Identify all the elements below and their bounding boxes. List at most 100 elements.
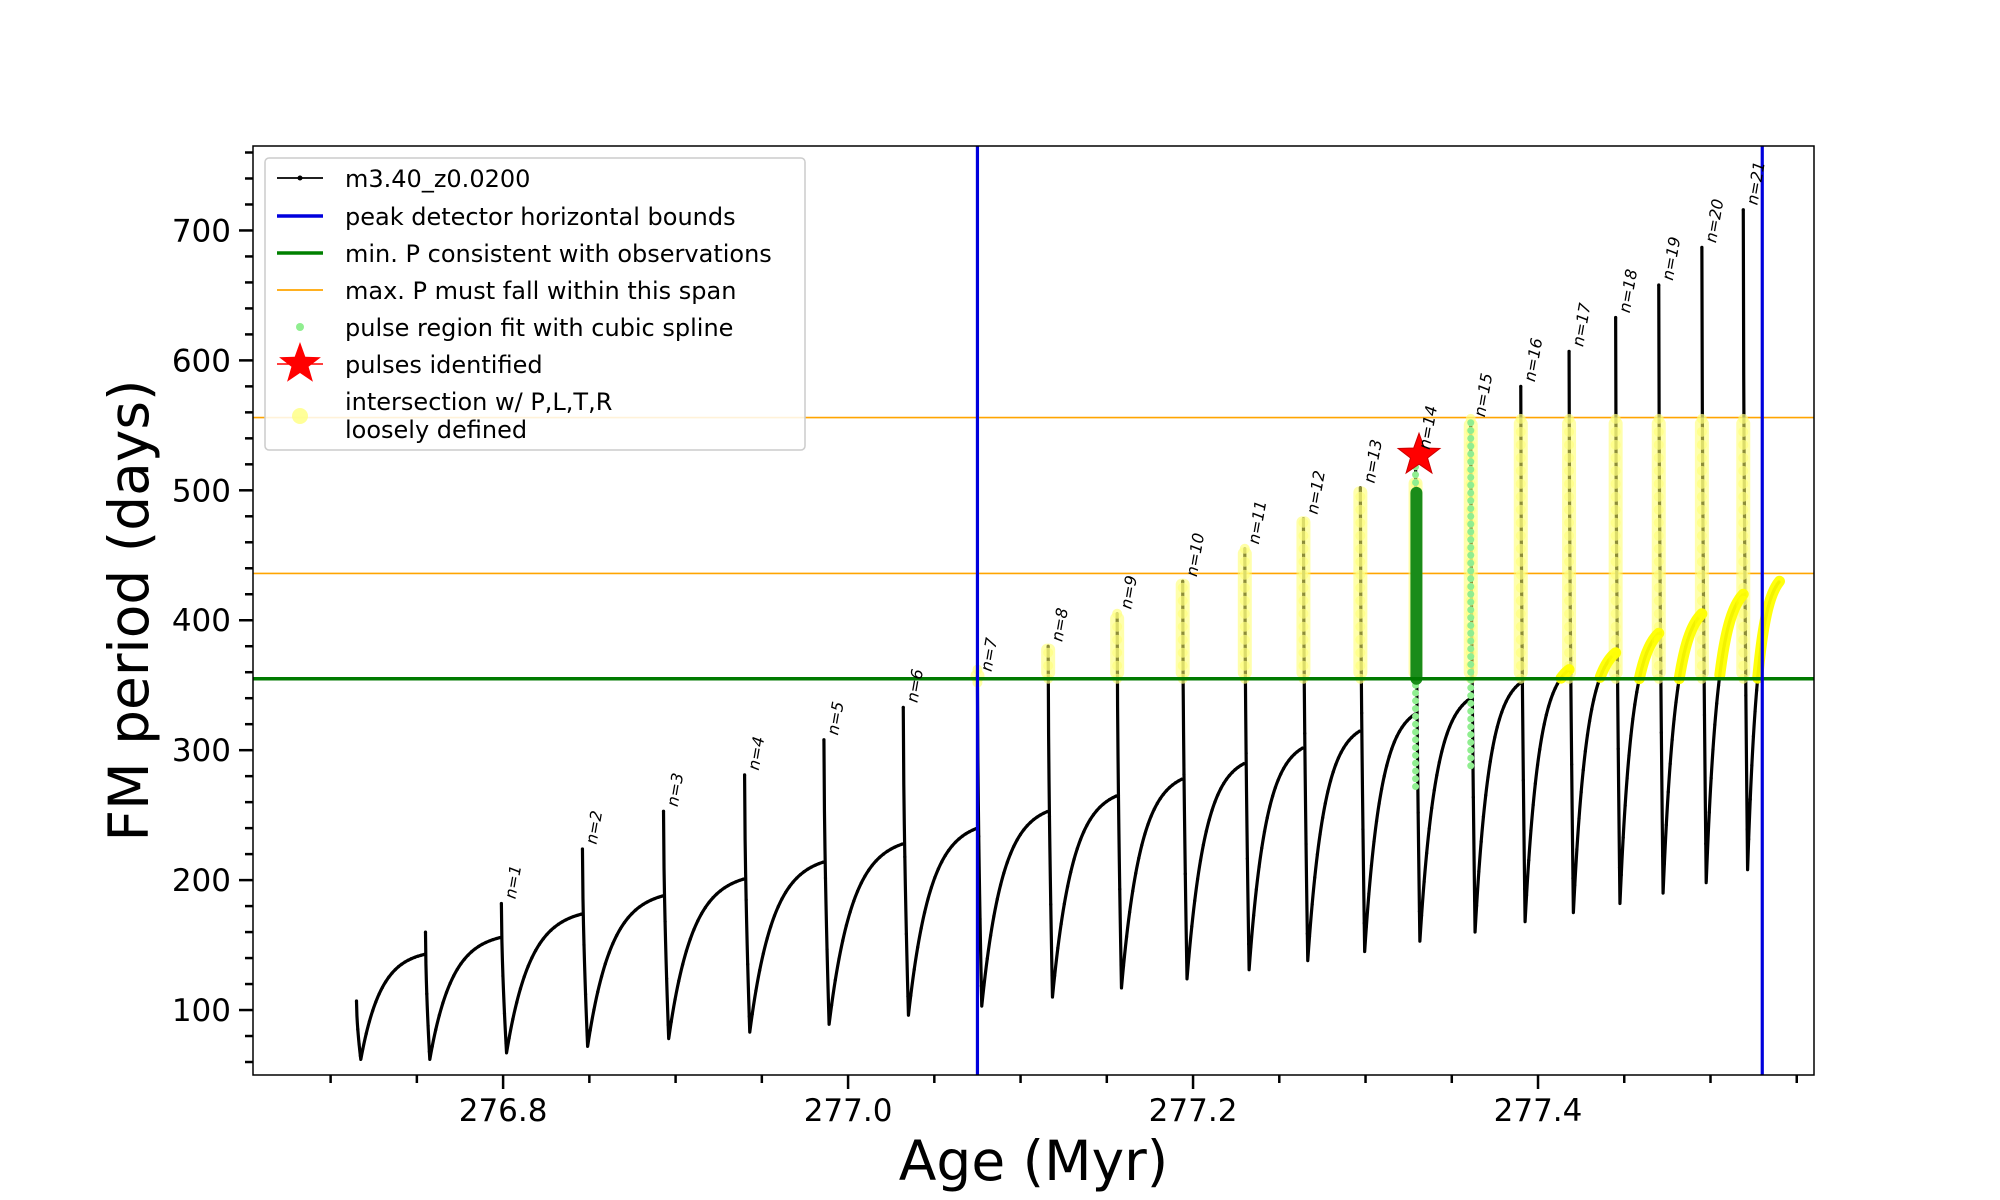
intersection-point <box>1298 582 1309 593</box>
series-cycle-7 <box>822 739 904 1026</box>
data-point <box>1619 873 1623 877</box>
data-point <box>419 953 423 957</box>
data-point <box>960 834 965 838</box>
data-point <box>817 862 821 866</box>
data-point <box>825 947 829 951</box>
data-point <box>518 986 523 991</box>
data-point <box>1260 846 1264 850</box>
data-point <box>588 1028 592 1033</box>
data-point <box>406 958 410 962</box>
pulse-spline-point <box>1412 697 1420 705</box>
intersection-point <box>1564 478 1575 489</box>
data-point <box>390 971 394 975</box>
data-point <box>933 875 937 879</box>
data-point <box>1249 944 1253 948</box>
intersection-point <box>1696 556 1707 567</box>
data-point <box>711 896 715 900</box>
intersection-point <box>1298 556 1309 567</box>
intersection-point <box>1239 595 1250 606</box>
cycle-label-n-14: n=14 <box>1415 404 1441 451</box>
data-point <box>1504 699 1508 703</box>
data-point <box>1516 683 1520 687</box>
data-point <box>718 889 723 893</box>
data-point <box>1344 742 1348 746</box>
data-point <box>1490 746 1495 750</box>
data-point <box>393 968 397 972</box>
data-point <box>699 912 704 916</box>
data-point <box>1422 880 1426 884</box>
pulse-spline-point <box>1467 738 1475 746</box>
cycle-label-n-8: n=8 <box>1047 606 1072 643</box>
intersection-point <box>1298 517 1309 528</box>
intersection-point <box>1738 556 1749 567</box>
data-point <box>1047 814 1052 819</box>
data-point <box>522 975 526 979</box>
data-point <box>1204 829 1208 833</box>
data-point <box>1119 963 1123 967</box>
intersection-point <box>1610 608 1621 619</box>
intersection-point <box>1610 530 1621 541</box>
data-point <box>823 876 828 880</box>
intersection-point <box>1738 634 1749 645</box>
data-point <box>1430 806 1434 810</box>
y-tick-label: 200 <box>172 863 231 899</box>
data-point <box>387 975 391 979</box>
data-point <box>1447 725 1452 729</box>
data-point <box>859 881 863 885</box>
data-point <box>1292 752 1296 756</box>
intersection-point <box>1696 491 1707 502</box>
intersection-point <box>1239 582 1250 593</box>
data-point <box>1134 871 1138 875</box>
intersection-point <box>1610 452 1621 463</box>
data-point <box>1551 691 1555 696</box>
intersection-point <box>1177 608 1188 619</box>
data-point <box>622 921 626 925</box>
intersection-point <box>1653 595 1664 606</box>
series-cycle-12 <box>1181 581 1246 981</box>
data-point <box>1281 767 1286 771</box>
pulse-spline-point <box>1467 505 1475 513</box>
cycle-label-n-18: n=18 <box>1615 268 1641 315</box>
data-point <box>560 920 564 924</box>
data-point <box>1623 804 1627 808</box>
intersection-point <box>1112 634 1123 645</box>
data-point <box>1078 837 1083 842</box>
data-point <box>1193 899 1197 903</box>
data-point <box>837 957 841 961</box>
series-cycle-1 <box>354 952 427 1062</box>
data-point <box>1053 974 1057 978</box>
intersection-point <box>1564 491 1575 502</box>
intersection-point <box>1696 452 1707 463</box>
intersection-point <box>1610 569 1621 580</box>
series-cycle-14 <box>1301 518 1362 963</box>
intersection-point <box>1515 413 1526 424</box>
data-point <box>1471 795 1475 799</box>
intersection-point <box>1738 543 1749 554</box>
data-point <box>1247 942 1251 946</box>
data-point <box>634 908 638 912</box>
data-point <box>1635 690 1639 694</box>
data-point <box>1750 763 1754 767</box>
data-point <box>1495 725 1499 729</box>
intersection-point <box>1696 595 1707 606</box>
pulse-spline-point <box>1412 744 1420 752</box>
data-point <box>1538 747 1542 751</box>
intersection-arc-19 <box>1594 647 1622 683</box>
data-point <box>1704 842 1708 846</box>
pulse-spline-point <box>1412 767 1420 775</box>
data-point <box>1321 816 1325 820</box>
data-point <box>599 975 604 979</box>
intersection-point <box>1610 478 1621 489</box>
intersection-point <box>1043 647 1054 658</box>
intersection-point <box>1239 608 1250 619</box>
intersection-point <box>1696 504 1707 515</box>
intersection-point <box>1298 634 1309 645</box>
intersection-point <box>1738 452 1749 463</box>
data-point <box>645 900 649 904</box>
data-point <box>1173 781 1178 785</box>
data-point <box>943 853 947 858</box>
intersection-point <box>1515 491 1526 502</box>
data-point <box>1062 902 1066 906</box>
data-point <box>912 967 916 972</box>
